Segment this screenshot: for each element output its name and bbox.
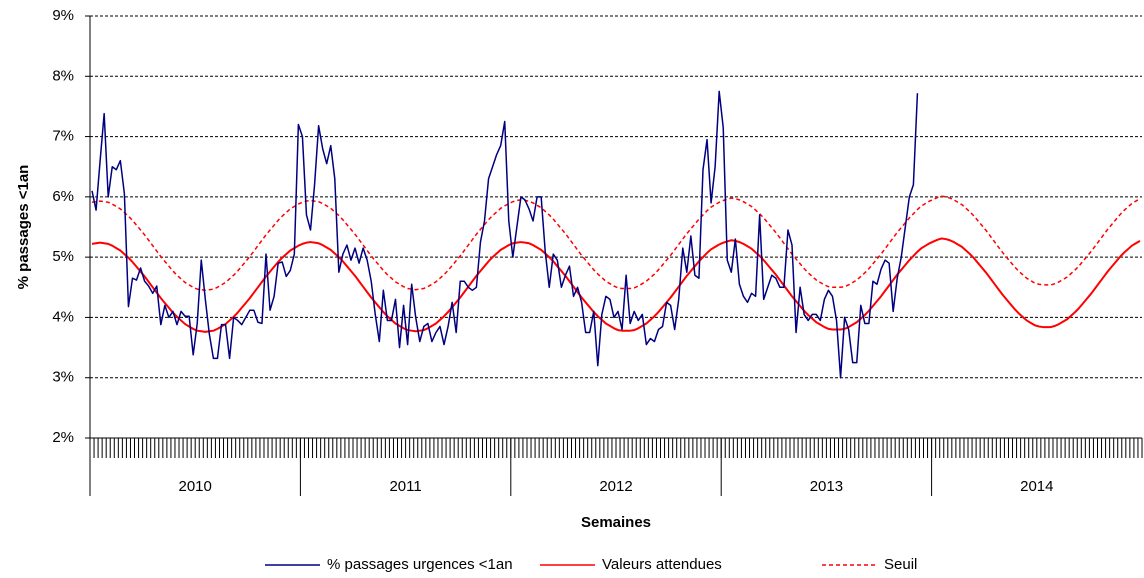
x-tick-label: 2013: [810, 478, 843, 495]
data-line: [91, 90, 919, 379]
y-tick-label: 5%: [52, 248, 74, 265]
x-tick-label: 2014: [1020, 478, 1053, 495]
x-tick-label: 2010: [179, 478, 212, 495]
y-axis-label: % passages <1an: [15, 165, 32, 290]
x-axis-label: Semaines: [581, 514, 651, 531]
y-tick-label: 6%: [52, 188, 74, 205]
y-tick-label: 3%: [52, 369, 74, 386]
y-tick-label: 9%: [52, 7, 74, 24]
y-tick-label: 4%: [52, 308, 74, 325]
x-tick-label: 2011: [389, 478, 421, 495]
data-line: [91, 237, 1141, 333]
y-tick-label: 7%: [52, 128, 74, 145]
legend-label: % passages urgences <1an: [327, 556, 513, 573]
data-line: [91, 195, 1141, 292]
y-tick-label: 8%: [52, 67, 74, 84]
x-tick-label: 2012: [599, 478, 632, 495]
legend-label: Valeurs attendues: [602, 556, 722, 573]
legend-label: Seuil: [884, 556, 917, 573]
y-tick-label: 2%: [52, 429, 74, 446]
